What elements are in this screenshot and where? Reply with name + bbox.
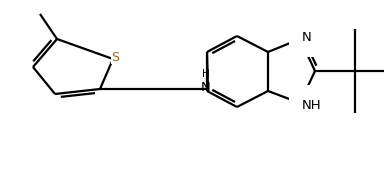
Text: NH: NH <box>302 98 322 112</box>
Text: N: N <box>201 81 211 93</box>
Text: S: S <box>111 50 119 64</box>
Text: N: N <box>302 30 312 43</box>
Text: H: H <box>202 69 210 79</box>
